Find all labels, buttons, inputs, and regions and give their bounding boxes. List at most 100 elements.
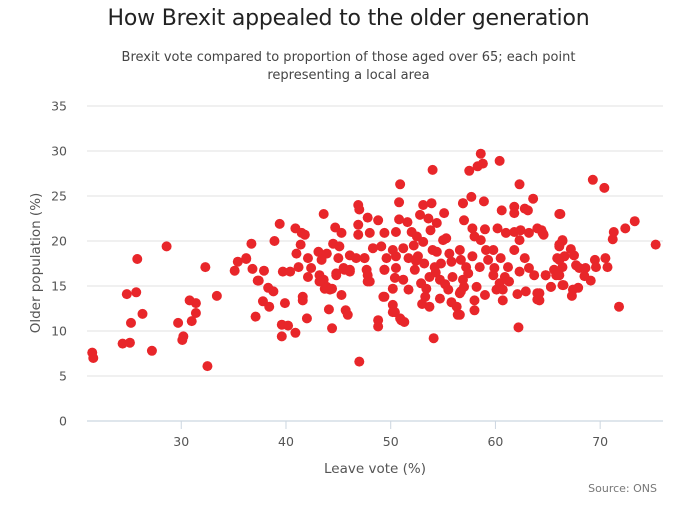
- data-point[interactable]: [381, 253, 392, 264]
- data-point[interactable]: [466, 191, 477, 202]
- data-point[interactable]: [469, 305, 480, 316]
- data-point[interactable]: [364, 227, 375, 238]
- data-point[interactable]: [379, 264, 390, 275]
- data-point[interactable]: [379, 227, 390, 238]
- data-point[interactable]: [274, 218, 285, 229]
- data-point[interactable]: [241, 254, 252, 264]
- data-point[interactable]: [250, 311, 261, 322]
- data-point[interactable]: [469, 295, 480, 306]
- data-point[interactable]: [614, 301, 625, 312]
- data-point[interactable]: [430, 267, 441, 278]
- data-point[interactable]: [324, 284, 335, 295]
- data-point[interactable]: [177, 335, 188, 345]
- data-point[interactable]: [545, 281, 556, 292]
- data-point[interactable]: [523, 263, 534, 273]
- data-point[interactable]: [295, 239, 306, 250]
- data-point[interactable]: [488, 245, 499, 255]
- data-point[interactable]: [607, 234, 618, 245]
- data-point[interactable]: [457, 198, 468, 209]
- data-point[interactable]: [568, 250, 579, 261]
- data-point[interactable]: [519, 253, 530, 264]
- data-point[interactable]: [494, 155, 505, 166]
- data-point[interactable]: [629, 216, 640, 227]
- data-point[interactable]: [534, 288, 545, 299]
- data-point[interactable]: [463, 268, 474, 279]
- data-point[interactable]: [514, 179, 525, 190]
- data-point[interactable]: [389, 272, 400, 283]
- data-point[interactable]: [410, 255, 421, 266]
- data-point[interactable]: [459, 215, 470, 226]
- data-point[interactable]: [202, 361, 213, 372]
- data-point[interactable]: [425, 225, 436, 236]
- data-point[interactable]: [354, 204, 365, 215]
- data-point[interactable]: [488, 270, 499, 281]
- data-point[interactable]: [353, 229, 364, 240]
- data-point[interactable]: [428, 333, 439, 344]
- data-point[interactable]: [359, 253, 370, 264]
- data-point[interactable]: [190, 308, 201, 318]
- data-point[interactable]: [402, 217, 413, 228]
- data-point[interactable]: [314, 276, 325, 287]
- data-point[interactable]: [439, 208, 450, 219]
- data-point[interactable]: [336, 290, 347, 300]
- data-point[interactable]: [472, 161, 483, 172]
- data-point[interactable]: [580, 263, 591, 273]
- data-point[interactable]: [283, 320, 294, 331]
- data-point[interactable]: [416, 278, 427, 289]
- data-point[interactable]: [467, 223, 478, 234]
- data-point[interactable]: [534, 295, 545, 306]
- data-point[interactable]: [302, 272, 313, 282]
- data-point[interactable]: [481, 245, 492, 255]
- data-point[interactable]: [573, 282, 584, 293]
- data-point[interactable]: [285, 266, 296, 277]
- data-point[interactable]: [269, 236, 280, 246]
- data-point[interactable]: [478, 196, 489, 207]
- data-point[interactable]: [200, 262, 211, 273]
- data-point[interactable]: [403, 284, 414, 295]
- data-point[interactable]: [161, 241, 172, 252]
- data-point[interactable]: [417, 299, 428, 309]
- data-point[interactable]: [279, 298, 290, 309]
- data-point[interactable]: [394, 214, 405, 225]
- data-point[interactable]: [268, 286, 279, 297]
- data-point[interactable]: [351, 253, 362, 264]
- data-point[interactable]: [316, 254, 327, 265]
- data-point[interactable]: [258, 265, 269, 276]
- data-point[interactable]: [398, 274, 409, 285]
- data-point[interactable]: [454, 309, 465, 320]
- data-point[interactable]: [246, 238, 257, 249]
- data-point[interactable]: [398, 243, 409, 254]
- data-point[interactable]: [327, 323, 338, 334]
- data-point[interactable]: [336, 227, 347, 238]
- data-point[interactable]: [587, 174, 598, 185]
- data-point[interactable]: [418, 200, 429, 210]
- data-point[interactable]: [427, 245, 438, 255]
- data-point[interactable]: [434, 293, 445, 304]
- data-point[interactable]: [247, 263, 258, 274]
- data-point[interactable]: [137, 308, 148, 319]
- data-point[interactable]: [474, 262, 485, 273]
- data-point[interactable]: [301, 313, 312, 324]
- data-point[interactable]: [132, 254, 143, 264]
- data-point[interactable]: [585, 275, 596, 286]
- data-point[interactable]: [313, 246, 324, 257]
- data-point[interactable]: [276, 331, 287, 342]
- data-point[interactable]: [290, 327, 301, 338]
- data-point[interactable]: [264, 301, 275, 312]
- data-point[interactable]: [394, 197, 405, 208]
- data-point[interactable]: [554, 254, 565, 265]
- data-point[interactable]: [131, 287, 142, 298]
- data-point[interactable]: [538, 229, 549, 240]
- data-point[interactable]: [528, 193, 539, 204]
- data-point[interactable]: [387, 283, 398, 294]
- data-point[interactable]: [475, 235, 486, 246]
- data-point[interactable]: [291, 248, 302, 259]
- data-point[interactable]: [540, 270, 551, 281]
- data-point[interactable]: [373, 321, 384, 332]
- data-point[interactable]: [354, 356, 365, 367]
- data-point[interactable]: [125, 317, 136, 328]
- data-point[interactable]: [427, 164, 438, 175]
- data-point[interactable]: [566, 290, 577, 301]
- data-point[interactable]: [323, 304, 334, 315]
- data-point[interactable]: [497, 284, 508, 295]
